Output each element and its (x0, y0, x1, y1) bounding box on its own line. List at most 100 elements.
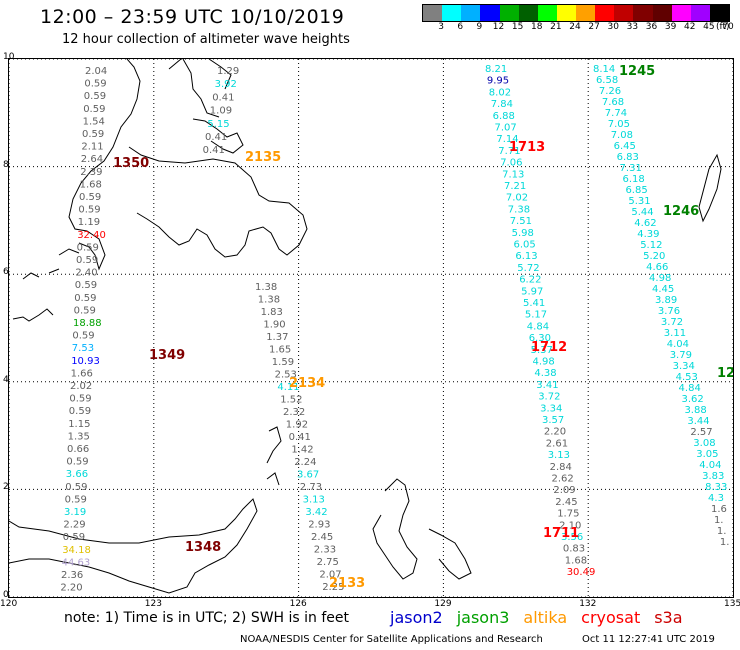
color-swatch (518, 5, 538, 21)
color-scale-tick: 6 (457, 22, 464, 32)
wave-height-value: 5.20 (643, 251, 665, 262)
x-tick-label: 123 (144, 599, 162, 609)
satellite-legend: jason2 jason3 altika cryosat s3a (390, 608, 697, 627)
wave-height-value: 1.37 (266, 332, 288, 343)
wave-height-value: 1. (720, 537, 730, 548)
credit-line: NOAA/NESDIS Center for Satellite Applica… (240, 634, 543, 645)
coast-halmahera (372, 478, 418, 580)
coast-mindanao (128, 146, 308, 258)
wave-height-value: 1.59 (272, 357, 294, 368)
wave-height-value: 2.32 (283, 407, 305, 418)
wave-height-value: 2.39 (80, 167, 102, 178)
color-scale-tick: 21 (550, 22, 562, 32)
wave-height-value: 2.75 (317, 557, 339, 568)
wave-height-value: 4.39 (637, 229, 659, 240)
wave-height-value: 6.05 (514, 240, 536, 251)
wave-height-value: 1.38 (255, 282, 277, 293)
satellite-label-s3a: s3a (654, 608, 683, 627)
wave-height-value: 6.30 (529, 333, 551, 344)
coast-samar (168, 59, 220, 118)
wave-height-value: 4.98 (533, 357, 555, 368)
wave-height-value: 5.98 (512, 228, 534, 239)
wave-height-value: 18.88 (73, 318, 102, 329)
wave-height-value: 7.53 (72, 343, 94, 354)
color-scale-tick: 30 (607, 22, 619, 32)
generated-timestamp: Oct 11 12:27:41 UTC 2019 (582, 634, 715, 645)
coast-sulawesi (9, 498, 258, 594)
satellite-label-jason2: jason2 (390, 608, 443, 627)
wave-height-value: 0.59 (78, 205, 100, 216)
wave-height-value: 0.59 (65, 494, 87, 505)
color-swatch (633, 5, 653, 21)
wave-height-value: 1. (717, 526, 727, 537)
y-tick-label: 8 (3, 159, 9, 170)
wave-height-value: 7.08 (611, 130, 633, 141)
wave-height-value: 3.08 (693, 438, 715, 449)
color-scale-tick: 18 (531, 22, 543, 32)
color-scale-tick: 9 (476, 22, 483, 32)
color-swatch (442, 5, 462, 21)
satellite-label-altika: altika (523, 608, 568, 627)
color-swatch (595, 5, 615, 21)
color-swatch (576, 5, 596, 21)
color-scale-bar (422, 4, 730, 22)
color-scale-tick: 45 (703, 22, 715, 32)
coast-islands-west (12, 248, 80, 322)
wave-height-value: 7.71 (498, 146, 520, 157)
color-scale-labels: 3 6 9 12 15 18 21 24 27 30 33 36 39 42 45 70 (422, 22, 733, 34)
wave-height-value: 1.66 (71, 368, 93, 379)
wave-height-value: 1.35 (68, 431, 90, 442)
wave-height-value: 5.72 (517, 263, 539, 274)
wave-height-value: 6.88 (493, 111, 515, 122)
wave-height-value: 1.90 (263, 320, 285, 331)
wave-height-value: 6.18 (623, 174, 645, 185)
wave-height-value: 7.84 (491, 99, 513, 110)
wave-height-value: 7.05 (608, 119, 630, 130)
wave-height-value: 4.62 (634, 218, 656, 229)
wave-height-value: 4.53 (676, 372, 698, 383)
wave-height-value: 2.29 (63, 520, 85, 531)
wave-height-value: 2.64 (81, 154, 103, 165)
wave-height-value: 3.57 (542, 415, 564, 426)
pass-time-label: 124 (717, 366, 733, 381)
wave-height-value: 0.41 (205, 132, 227, 143)
wave-height-value: 7.74 (605, 108, 627, 119)
pass-time-label: 1711 (543, 526, 579, 541)
map-plot-area: 2.04 0.59 0.59 0.59 1.54 0.59 2.11 2.64 2.39 1.68… (8, 58, 734, 598)
wave-height-value: 1.29 (217, 66, 239, 77)
color-scale-tick: 39 (664, 22, 677, 32)
wave-height-value: 7.07 (495, 123, 517, 134)
wave-height-value: 4.04 (667, 339, 689, 350)
wave-height-value: 2.57 (690, 427, 712, 438)
wave-height-value: 0.59 (84, 91, 106, 102)
wave-height-value: 2.11 (81, 142, 103, 153)
color-swatch (499, 5, 519, 21)
wave-height-value: 4.84 (527, 321, 549, 332)
color-swatch (556, 5, 576, 21)
wave-height-value: 6.45 (614, 141, 636, 152)
wave-height-value: 3.19 (64, 507, 86, 518)
wave-height-value: 3.11 (664, 328, 686, 339)
x-tick-label: 129 (434, 599, 452, 609)
y-tick-label: 10 (3, 52, 15, 62)
wave-height-value: 6.58 (596, 75, 618, 86)
wave-height-value: 3.66 (66, 469, 88, 480)
y-tick-label: 4 (3, 374, 9, 385)
wave-height-value: 2.10 (559, 520, 581, 531)
wave-height-value: 0.83 (563, 544, 585, 555)
coast-leyte (208, 59, 232, 90)
wave-height-value: 9.95 (487, 76, 509, 87)
color-swatch (537, 5, 557, 21)
wave-height-value: 34.18 (62, 545, 91, 556)
color-scale-tick: 42 (684, 22, 696, 32)
wave-height-value: 7.13 (502, 169, 524, 180)
wave-height-value: 0.59 (77, 242, 99, 253)
wave-height-value: 4.11 (277, 382, 299, 393)
wave-height-value: 3.13 (303, 495, 325, 506)
wave-height-value: 30.49 (567, 567, 596, 578)
wave-height-value: 1.42 (291, 445, 313, 456)
y-tick-label: 0 (3, 590, 9, 600)
wave-height-value: 1.52 (280, 395, 302, 406)
wave-height-value: 3.76 (658, 306, 680, 317)
wave-height-value: 2.45 (555, 497, 577, 508)
